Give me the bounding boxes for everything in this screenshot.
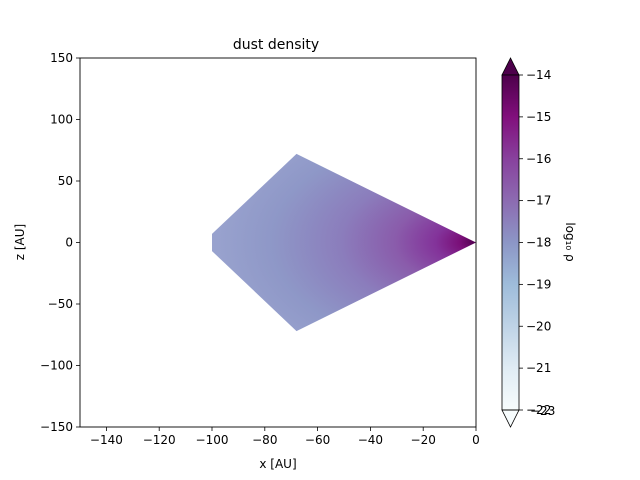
colorbar-label: log₁₀ ρ <box>563 222 577 261</box>
colorbar-extend-bottom <box>501 409 520 428</box>
colorbar-tick-label: −15 <box>526 110 551 124</box>
x-axis-label: x [AU] <box>259 457 296 471</box>
x-tick-label: −20 <box>411 433 436 447</box>
colorbar: −14 −15 −16 −17 −18 −19 −20 −21 −22 −23 log₁₀ ρ <box>501 57 577 428</box>
x-tick-label: 0 <box>472 433 480 447</box>
colorbar-tick-label: −21 <box>526 361 551 375</box>
colorbar-bar <box>502 75 519 410</box>
y-tick-label: −150 <box>40 420 73 434</box>
y-tick-label: 150 <box>50 51 73 65</box>
colorbar-tick-label: −19 <box>526 277 551 291</box>
x-tick-label: −120 <box>143 433 176 447</box>
colorbar-ticks: −14 −15 −16 −17 −18 −19 −20 −21 −22 <box>519 68 551 417</box>
y-axis-label: z [AU] <box>13 224 27 260</box>
x-tick-label: −80 <box>252 433 277 447</box>
y-tick-label: 0 <box>65 236 73 250</box>
y-tick-label: −50 <box>48 297 73 311</box>
colorbar-tick-label: −17 <box>526 194 551 208</box>
y-axis: −150 −100 −50 0 50 100 150 <box>40 51 80 434</box>
chart-title: dust density <box>233 37 319 53</box>
y-tick-label: 100 <box>50 113 73 127</box>
x-tick-label: −60 <box>305 433 330 447</box>
density-region <box>212 153 476 332</box>
colorbar-tick-label: −20 <box>526 319 551 333</box>
x-axis: −140 −120 −100 −80 −60 −40 −20 0 <box>90 427 480 447</box>
x-tick-label: −140 <box>90 433 123 447</box>
colorbar-tick-label: −16 <box>526 152 551 166</box>
colorbar-tick-label: −22 <box>526 403 551 417</box>
colorbar-extra-label: −23 <box>530 404 555 418</box>
colorbar-tick-label: −14 <box>526 68 551 82</box>
y-tick-label: 50 <box>58 174 73 188</box>
colorbar-extend-top <box>501 57 520 76</box>
x-tick-label: −100 <box>196 433 229 447</box>
x-tick-label: −40 <box>358 433 383 447</box>
y-tick-label: −100 <box>40 359 73 373</box>
density-field <box>212 153 476 332</box>
colorbar-tick-label: −18 <box>526 236 551 250</box>
